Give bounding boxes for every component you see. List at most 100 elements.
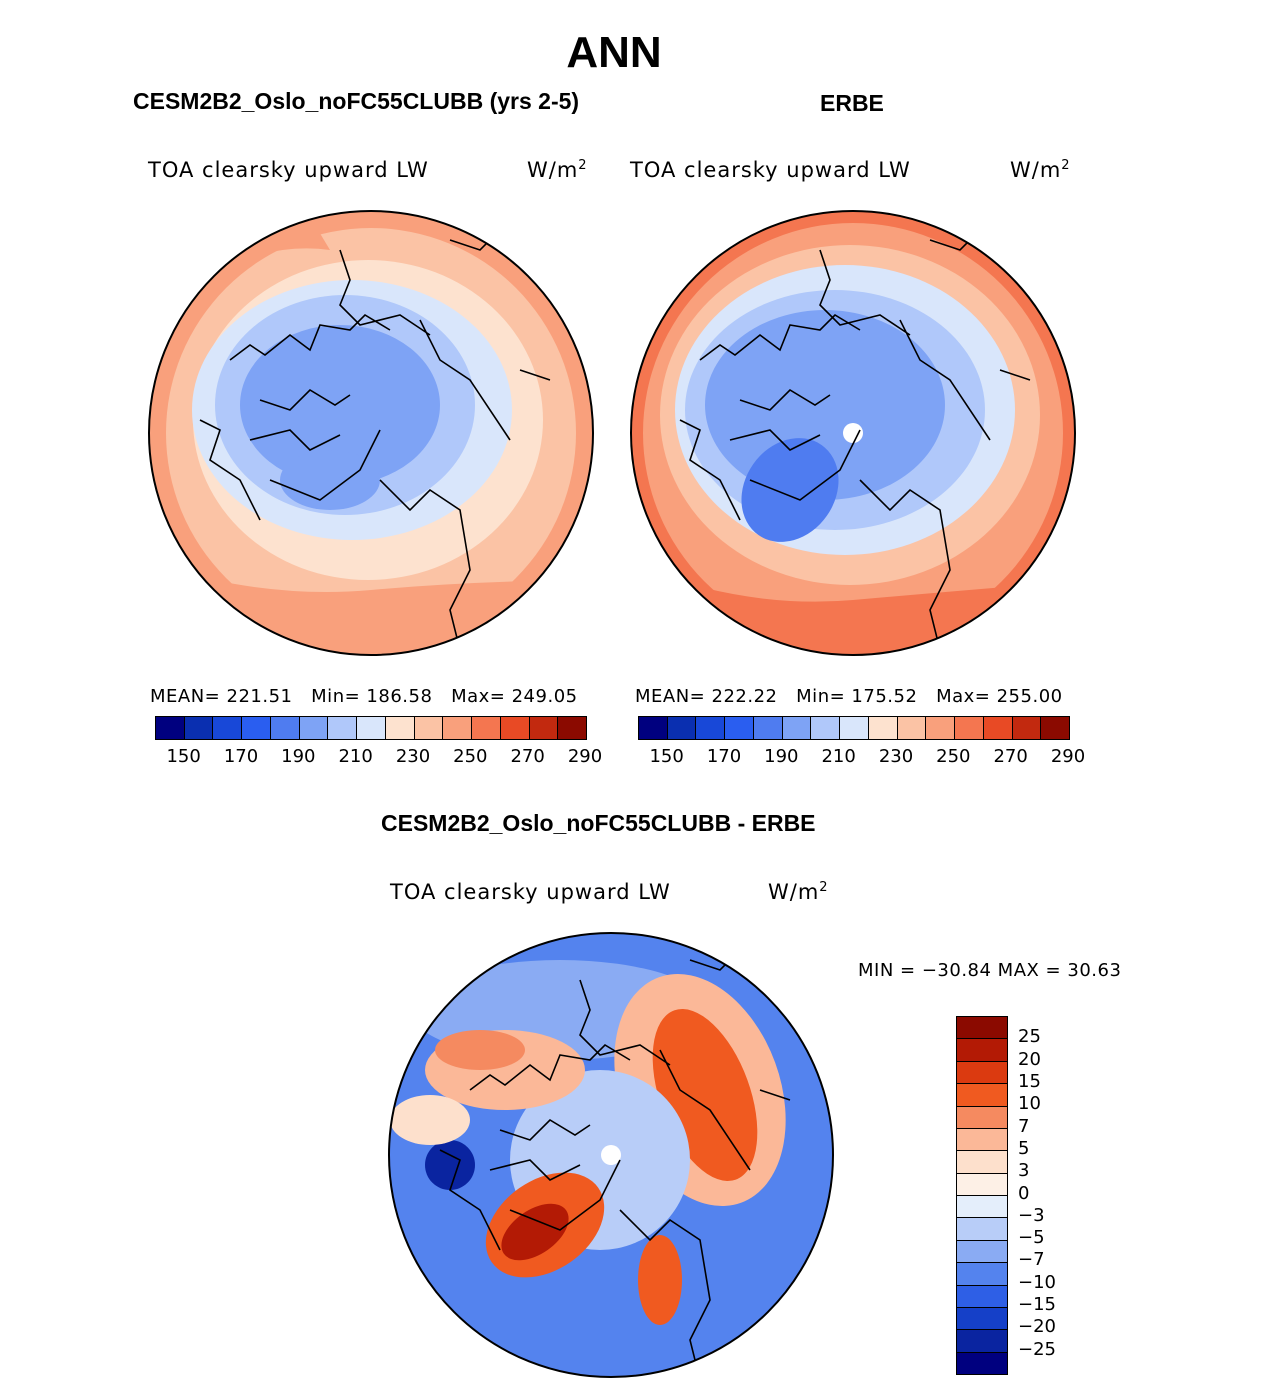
colorbar-swatch — [897, 717, 927, 739]
colorbar-tick-label: 270 — [510, 746, 545, 767]
colorbar-tick-label: 5 — [1018, 1137, 1030, 1159]
colorbar-swatch — [957, 1017, 1007, 1040]
colorbar-tick-label: 190 — [764, 746, 799, 767]
panel2-units: W/m2 — [1010, 158, 1071, 182]
colorbar-tick-label: 150 — [166, 746, 201, 767]
colorbar-swatch — [957, 1352, 1007, 1374]
colorbar-swatch — [357, 717, 386, 739]
panel1-title: CESM2B2_Oslo_noFC55CLUBB (yrs 2-5) — [133, 88, 580, 114]
figure-title: ANN — [566, 28, 662, 77]
colorbar-swatch — [955, 717, 984, 739]
diff-minmax: MIN = −30.84 MAX = 30.63 — [858, 960, 1122, 981]
colorbar-tick-label: 250 — [453, 746, 488, 767]
diff-map — [389, 933, 833, 1377]
panel2-colorbar — [638, 716, 1070, 740]
colorbar-tick-label: 3 — [1018, 1160, 1030, 1182]
colorbar-swatch — [957, 1128, 1007, 1152]
colorbar-swatch — [558, 717, 587, 739]
colorbar-swatch — [529, 717, 559, 739]
colorbar-swatch — [957, 1151, 1007, 1174]
colorbar-tick-label: −7 — [1018, 1249, 1045, 1271]
colorbar-swatch — [753, 717, 783, 739]
colorbar-swatch — [156, 717, 185, 739]
colorbar-tick-label: 0 — [1018, 1182, 1030, 1204]
colorbar-swatch — [957, 1263, 1007, 1286]
diff-panel-title: CESM2B2_Oslo_noFC55CLUBB - ERBE — [381, 810, 816, 836]
colorbar-swatch — [725, 717, 754, 739]
panel1-units: W/m2 — [527, 158, 588, 182]
colorbar-swatch — [957, 1039, 1007, 1062]
colorbar-tick-label: −5 — [1018, 1227, 1045, 1249]
panel1-stats: MEAN= 221.51 Min= 186.58 Max= 249.05 — [150, 686, 578, 707]
diff-panel-units: W/m2 — [768, 880, 829, 904]
colorbar-tick-label: 10 — [1018, 1093, 1041, 1115]
colorbar-tick-label: 210 — [821, 746, 856, 767]
colorbar-swatch — [957, 1173, 1007, 1196]
colorbar-tick-label: 290 — [1050, 746, 1086, 767]
colorbar-tick-label: −15 — [1018, 1294, 1056, 1316]
colorbar-tick-label: −10 — [1018, 1271, 1056, 1293]
colorbar-tick-label: 230 — [395, 746, 431, 767]
colorbar-tick-label: 25 — [1018, 1026, 1041, 1048]
colorbar-swatch — [500, 717, 530, 739]
panel2-title: ERBE — [820, 90, 884, 116]
panel2-map-border — [630, 210, 1076, 656]
colorbar-swatch — [957, 1240, 1007, 1264]
diff-colorbar — [956, 1016, 1008, 1375]
panel1-variable: TOA clearsky upward LW — [148, 158, 429, 182]
colorbar-swatch — [868, 717, 898, 739]
colorbar-swatch — [385, 717, 415, 739]
colorbar-swatch — [328, 717, 358, 739]
diff-map-border — [388, 932, 834, 1378]
colorbar-swatch — [957, 1285, 1007, 1308]
colorbar-swatch — [270, 717, 300, 739]
colorbar-swatch — [1041, 717, 1070, 739]
colorbar-tick-label: 290 — [567, 746, 603, 767]
colorbar-tick-label: 190 — [281, 746, 316, 767]
colorbar-swatch — [957, 1218, 1007, 1241]
panel2-map — [631, 211, 1075, 655]
colorbar-swatch — [696, 717, 726, 739]
colorbar-swatch — [840, 717, 869, 739]
colorbar-swatch — [414, 717, 444, 739]
colorbar-swatch — [667, 717, 697, 739]
colorbar-swatch — [443, 717, 473, 739]
colorbar-tick-label: 170 — [223, 746, 259, 767]
colorbar-tick-label: 150 — [649, 746, 684, 767]
colorbar-swatch — [299, 717, 329, 739]
colorbar-swatch — [472, 717, 501, 739]
panel2-variable: TOA clearsky upward LW — [630, 158, 911, 182]
colorbar-tick-label: 7 — [1018, 1115, 1030, 1137]
colorbar-tick-label: −3 — [1018, 1204, 1045, 1226]
colorbar-swatch — [983, 717, 1013, 739]
colorbar-tick-label: −20 — [1018, 1316, 1056, 1338]
colorbar-swatch — [811, 717, 841, 739]
colorbar-swatch — [957, 1106, 1007, 1129]
colorbar-tick-label: 250 — [936, 746, 971, 767]
colorbar-tick-label: 270 — [993, 746, 1028, 767]
colorbar-tick-label: 170 — [706, 746, 742, 767]
panel1-colorbar — [155, 716, 587, 740]
colorbar-tick-label: 15 — [1018, 1070, 1041, 1092]
colorbar-swatch — [957, 1330, 1007, 1353]
panel1-map — [149, 211, 593, 655]
colorbar-swatch — [957, 1084, 1007, 1107]
colorbar-tick-label: −25 — [1018, 1338, 1056, 1360]
colorbar-swatch — [957, 1196, 1007, 1219]
colorbar-swatch — [242, 717, 271, 739]
colorbar-swatch — [926, 717, 956, 739]
panel1-map-border — [148, 210, 594, 656]
panel2-stats: MEAN= 222.22 Min= 175.52 Max= 255.00 — [635, 686, 1063, 707]
colorbar-swatch — [1012, 717, 1042, 739]
colorbar-tick-label: 230 — [878, 746, 914, 767]
colorbar-tick-label: 20 — [1018, 1048, 1041, 1070]
colorbar-swatch — [213, 717, 243, 739]
colorbar-tick-label: 210 — [338, 746, 373, 767]
colorbar-swatch — [957, 1061, 1007, 1085]
colorbar-swatch — [184, 717, 214, 739]
colorbar-swatch — [639, 717, 668, 739]
colorbar-swatch — [957, 1307, 1007, 1331]
colorbar-swatch — [782, 717, 812, 739]
diff-panel-variable: TOA clearsky upward LW — [390, 880, 671, 904]
